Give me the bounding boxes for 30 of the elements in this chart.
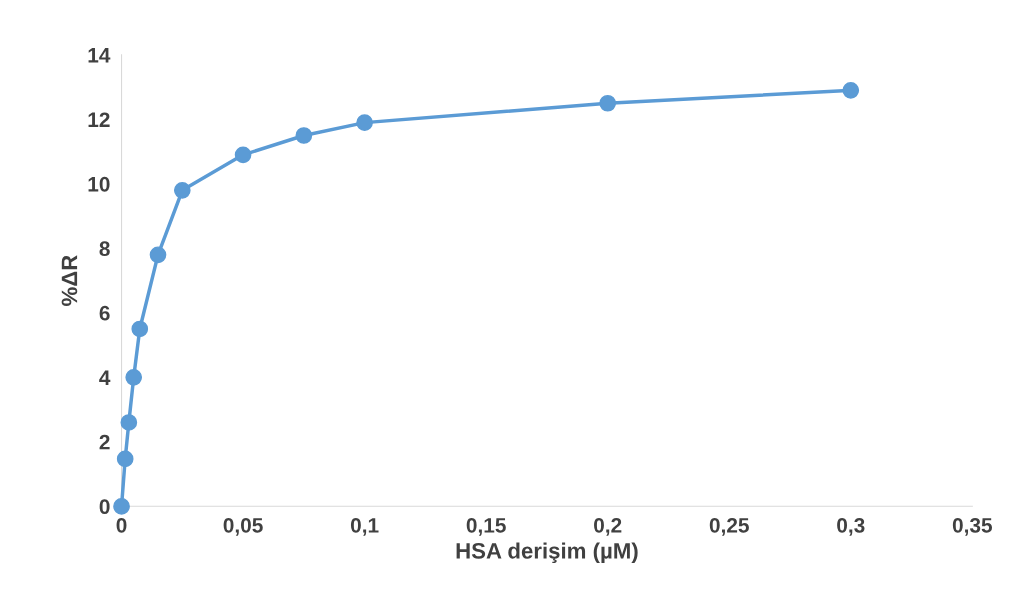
x-axis-title: HSA derişim (µM) bbox=[456, 542, 638, 564]
x-tick-label: 0 bbox=[116, 517, 127, 533]
y-axis-title: %ΔR bbox=[61, 255, 78, 306]
point bbox=[356, 114, 373, 131]
x-tick-label: 0,15 bbox=[466, 517, 506, 536]
x-tick-label: 0,2 bbox=[594, 517, 622, 536]
point bbox=[295, 127, 313, 144]
y-tick-label: 14 bbox=[88, 48, 111, 63]
point bbox=[234, 146, 252, 164]
x-tick-label: 0,25 bbox=[709, 517, 749, 536]
y-tick-label: 10 bbox=[88, 176, 110, 192]
y-tick-label: 12 bbox=[88, 112, 110, 127]
y-tick-label: 0 bbox=[99, 499, 110, 515]
point bbox=[113, 497, 130, 515]
y-tick-label: 8 bbox=[99, 241, 110, 257]
y-tick-label: 6 bbox=[99, 305, 110, 321]
x-tick-label: 0,3 bbox=[837, 517, 865, 536]
point bbox=[116, 450, 134, 468]
point bbox=[173, 181, 191, 199]
x-tick-label: 0,35 bbox=[952, 517, 993, 536]
point bbox=[149, 246, 167, 264]
y-tick-label: 4 bbox=[99, 370, 111, 385]
point bbox=[131, 320, 149, 338]
point bbox=[599, 94, 617, 112]
point bbox=[842, 82, 860, 99]
x-tick-label: 0,1 bbox=[350, 517, 379, 536]
x-tick-label: 0,05 bbox=[223, 517, 263, 536]
point bbox=[120, 414, 138, 431]
point bbox=[125, 368, 143, 386]
y-tick-label: 2 bbox=[99, 434, 110, 450]
